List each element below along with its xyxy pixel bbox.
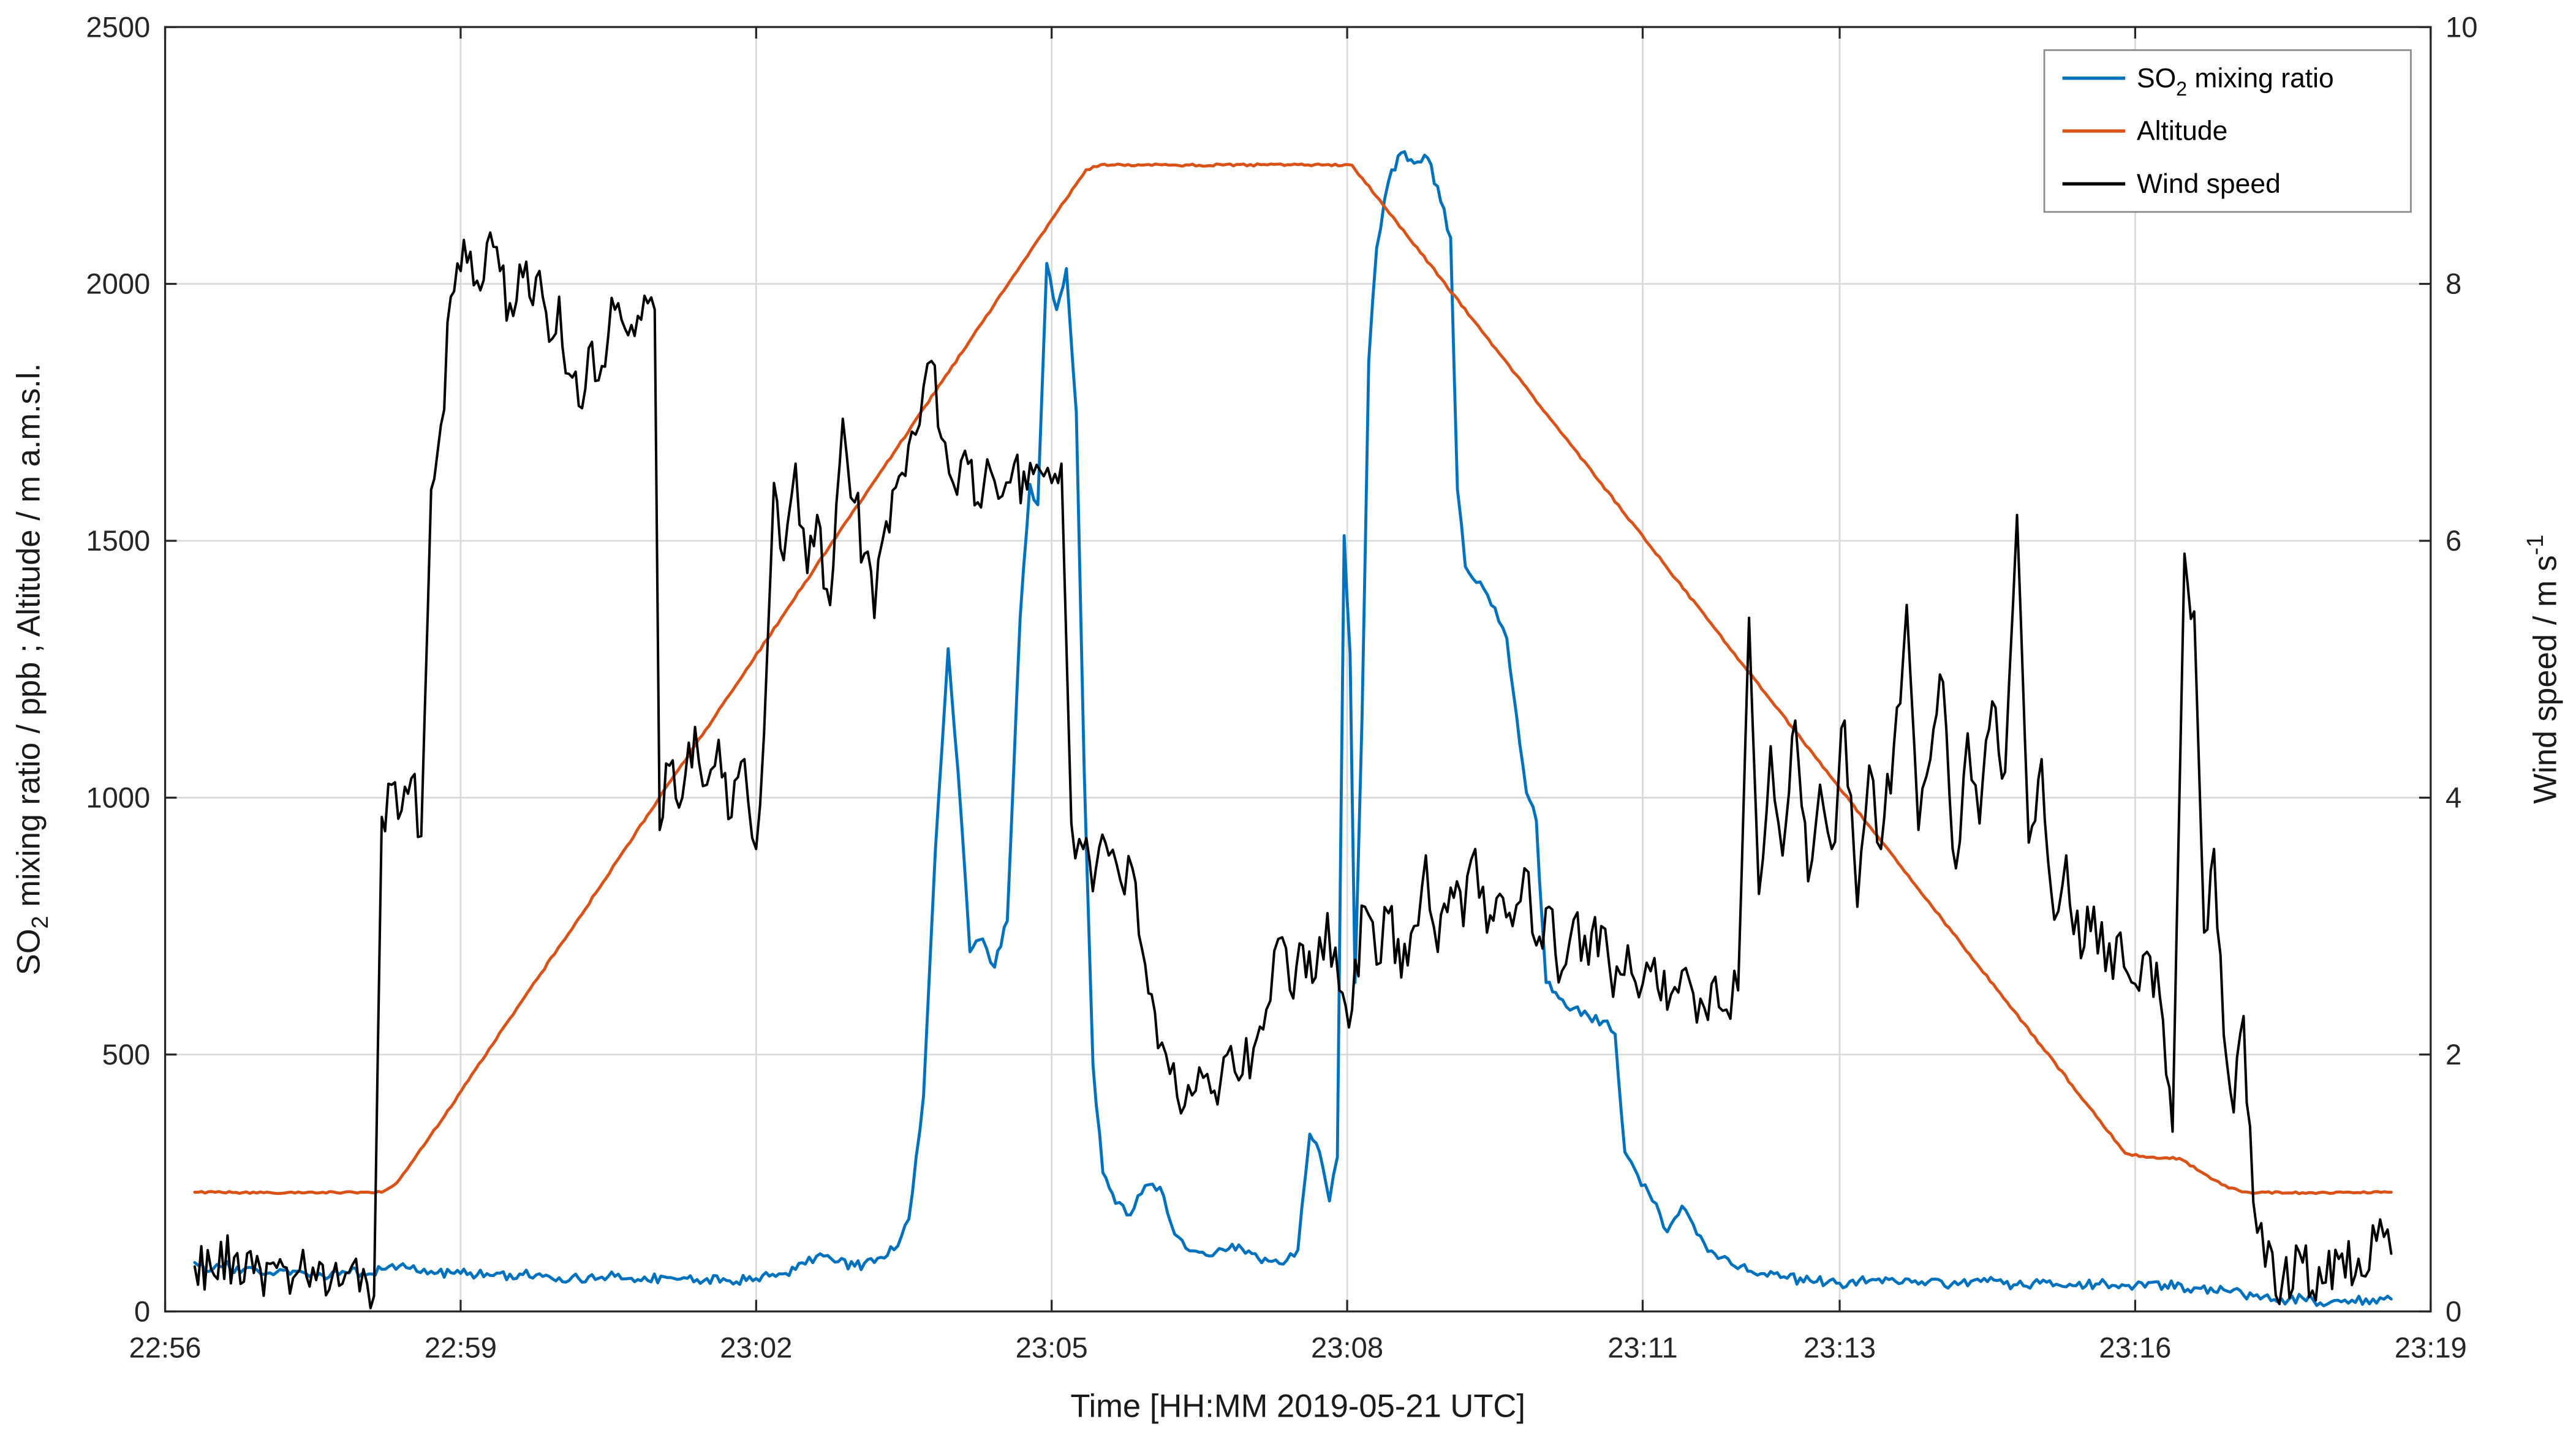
y-left-tick-label: 1000 [86,782,150,814]
legend-item-label: SO2 mixing ratio [2137,63,2334,99]
y-right-tick-label: 0 [2446,1295,2461,1327]
x-tick-label: 23:13 [1804,1332,1876,1364]
y-axis-label-left: SO2 mixing ratio / ppb ; Altitude / m a.… [11,363,53,975]
y-left-tick-label: 2500 [86,10,150,43]
y-right-tick-label: 8 [2446,268,2461,300]
x-axis-label: Time [HH:MM 2019-05-21 UTC] [1070,1388,1525,1425]
legend-item-label: Altitude [2137,116,2227,146]
y-left-tick-label: 0 [134,1295,150,1327]
legend-item-label: Wind speed [2137,169,2281,199]
x-tick-label: 23:11 [1607,1332,1678,1364]
x-tick-label: 23:05 [1016,1332,1088,1364]
x-tick-label: 23:19 [2395,1332,2467,1364]
legend: SO2 mixing ratio Altitude Wind speed [2043,49,2412,213]
plot-border [164,26,2432,1313]
y-left-tick-label: 1500 [86,524,150,557]
axes [164,26,2432,1313]
y-right-tick-label: 6 [2446,524,2461,557]
x-tick-label: 23:08 [1311,1332,1383,1364]
series-wind-speed [193,231,2393,1309]
y-left-tick-label: 500 [102,1038,151,1071]
data-series [193,150,2393,1309]
x-tick-label: 23:16 [2099,1332,2171,1364]
series-so2-mixing-ratio [193,150,2393,1308]
series-altitude [193,162,2393,1196]
y-right-tick-label: 2 [2446,1038,2461,1071]
y-right-tick-label: 10 [2446,10,2477,43]
y-left-tick-label: 2000 [86,268,150,300]
grid-lines [164,26,2432,1313]
tick-labels: 22:56 22:59 23:02 23:05 23:08 23:11 23:13 23:16… [86,10,2477,1363]
y-right-tick-label: 4 [2446,782,2461,814]
x-tick-label: 22:56 [129,1332,202,1364]
x-tick-label: 23:02 [720,1332,792,1364]
y-axis-label-right: Wind speed / m s-1 [2523,535,2564,804]
x-tick-label: 22:59 [425,1332,497,1364]
